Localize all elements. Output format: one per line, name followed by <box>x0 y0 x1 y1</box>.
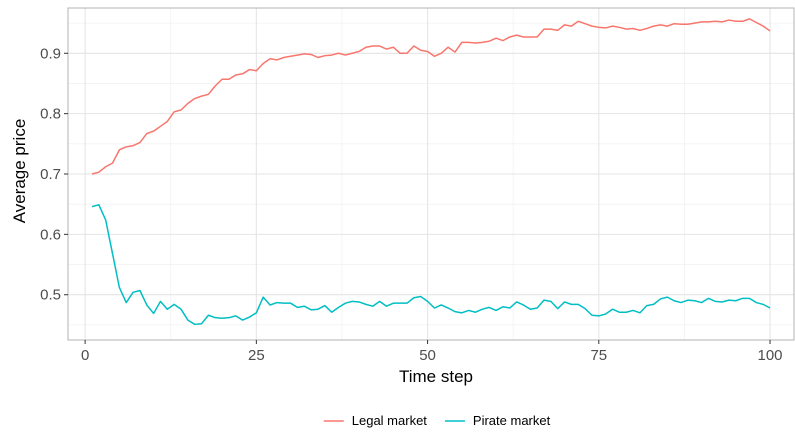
x-axis-title: Time step <box>399 367 473 386</box>
plot-panel <box>67 7 795 341</box>
y-tick-label: 0.5 <box>40 287 61 304</box>
legend: Legal market Pirate market <box>323 413 551 428</box>
x-tick-label: 50 <box>419 347 436 364</box>
y-tick-label: 0.8 <box>40 106 61 123</box>
y-axis: 0.5 0.6 0.7 0.8 0.9 <box>40 45 68 304</box>
y-tick-label: 0.6 <box>40 226 61 243</box>
legend-label-pirate-market: Pirate market <box>473 413 551 428</box>
y-axis-title: Average price <box>10 119 29 224</box>
y-tick-label: 0.7 <box>40 166 61 183</box>
y-tick-label: 0.9 <box>40 45 61 62</box>
x-tick-label: 25 <box>248 347 265 364</box>
series-line-pirate-market <box>91 204 771 326</box>
series-line-legal-market <box>91 18 771 175</box>
x-tick-label: 75 <box>590 347 607 364</box>
x-axis: 0 25 50 75 100 <box>81 340 783 364</box>
x-tick-label: 0 <box>81 347 89 364</box>
legend-label-legal-market: Legal market <box>352 413 428 428</box>
x-tick-label: 100 <box>758 347 783 364</box>
